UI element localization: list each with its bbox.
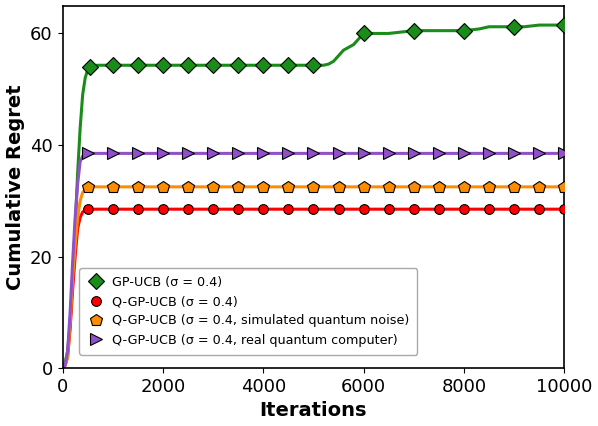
- GP-UCB (σ = 0.4): [360, 31, 367, 36]
- Q-GP-UCB (σ = 0.4, simulated quantum noise): [109, 184, 117, 190]
- GP-UCB (σ = 0.4): [410, 28, 417, 33]
- Q-GP-UCB (σ = 0.4, real quantum computer): [385, 151, 392, 156]
- GP-UCB (σ = 0.4): [184, 63, 191, 68]
- GP-UCB (σ = 0.4): [134, 63, 141, 68]
- Q-GP-UCB (σ = 0.4, simulated quantum noise): [260, 184, 267, 190]
- Q-GP-UCB (σ = 0.4, real quantum computer): [84, 151, 91, 156]
- Q-GP-UCB (σ = 0.4, simulated quantum noise): [511, 184, 518, 190]
- GP-UCB (σ = 0.4): [561, 23, 568, 28]
- Q-GP-UCB (σ = 0.4, real quantum computer): [486, 151, 493, 156]
- GP-UCB (σ = 0.4): [511, 24, 518, 29]
- GP-UCB (σ = 0.4): [460, 28, 468, 33]
- Q-GP-UCB (σ = 0.4, real quantum computer): [209, 151, 216, 156]
- Y-axis label: Cumulative Regret: Cumulative Regret: [5, 84, 25, 290]
- Q-GP-UCB (σ = 0.4, simulated quantum noise): [310, 184, 317, 190]
- Q-GP-UCB (σ = 0.4, simulated quantum noise): [435, 184, 443, 190]
- Line: GP-UCB (σ = 0.4): GP-UCB (σ = 0.4): [85, 20, 570, 72]
- Q-GP-UCB (σ = 0.4, simulated quantum noise): [209, 184, 216, 190]
- Q-GP-UCB (σ = 0.4): [335, 207, 342, 212]
- X-axis label: Iterations: Iterations: [260, 401, 367, 420]
- Q-GP-UCB (σ = 0.4, real quantum computer): [134, 151, 141, 156]
- Q-GP-UCB (σ = 0.4): [486, 207, 493, 212]
- Q-GP-UCB (σ = 0.4): [435, 207, 443, 212]
- Q-GP-UCB (σ = 0.4): [310, 207, 317, 212]
- Q-GP-UCB (σ = 0.4): [134, 207, 141, 212]
- Q-GP-UCB (σ = 0.4): [561, 207, 568, 212]
- Q-GP-UCB (σ = 0.4, real quantum computer): [536, 151, 543, 156]
- Q-GP-UCB (σ = 0.4, real quantum computer): [511, 151, 518, 156]
- Q-GP-UCB (σ = 0.4, simulated quantum noise): [84, 184, 91, 190]
- Q-GP-UCB (σ = 0.4, simulated quantum noise): [385, 184, 392, 190]
- GP-UCB (σ = 0.4): [234, 63, 242, 68]
- Q-GP-UCB (σ = 0.4, simulated quantum noise): [134, 184, 141, 190]
- Q-GP-UCB (σ = 0.4, real quantum computer): [460, 151, 468, 156]
- Q-GP-UCB (σ = 0.4, real quantum computer): [410, 151, 417, 156]
- Q-GP-UCB (σ = 0.4, real quantum computer): [109, 151, 117, 156]
- Q-GP-UCB (σ = 0.4, real quantum computer): [234, 151, 242, 156]
- Q-GP-UCB (σ = 0.4, simulated quantum noise): [335, 184, 342, 190]
- Q-GP-UCB (σ = 0.4, simulated quantum noise): [285, 184, 292, 190]
- GP-UCB (σ = 0.4): [87, 64, 94, 69]
- Q-GP-UCB (σ = 0.4, real quantum computer): [360, 151, 367, 156]
- Q-GP-UCB (σ = 0.4): [536, 207, 543, 212]
- Q-GP-UCB (σ = 0.4): [159, 207, 166, 212]
- Q-GP-UCB (σ = 0.4, simulated quantum noise): [234, 184, 242, 190]
- Q-GP-UCB (σ = 0.4, real quantum computer): [335, 151, 342, 156]
- Q-GP-UCB (σ = 0.4, simulated quantum noise): [460, 184, 468, 190]
- GP-UCB (σ = 0.4): [159, 63, 166, 68]
- Q-GP-UCB (σ = 0.4): [410, 207, 417, 212]
- Q-GP-UCB (σ = 0.4): [234, 207, 242, 212]
- Q-GP-UCB (σ = 0.4, simulated quantum noise): [184, 184, 191, 190]
- Q-GP-UCB (σ = 0.4, simulated quantum noise): [561, 184, 568, 190]
- Line: Q-GP-UCB (σ = 0.4, simulated quantum noise): Q-GP-UCB (σ = 0.4, simulated quantum noi…: [81, 181, 570, 193]
- Q-GP-UCB (σ = 0.4, simulated quantum noise): [360, 184, 367, 190]
- Q-GP-UCB (σ = 0.4, simulated quantum noise): [410, 184, 417, 190]
- Q-GP-UCB (σ = 0.4): [260, 207, 267, 212]
- Line: Q-GP-UCB (σ = 0.4, real quantum computer): Q-GP-UCB (σ = 0.4, real quantum computer…: [81, 147, 570, 160]
- Q-GP-UCB (σ = 0.4, real quantum computer): [561, 151, 568, 156]
- Q-GP-UCB (σ = 0.4, real quantum computer): [435, 151, 443, 156]
- Q-GP-UCB (σ = 0.4): [385, 207, 392, 212]
- GP-UCB (σ = 0.4): [109, 63, 117, 68]
- Q-GP-UCB (σ = 0.4, real quantum computer): [260, 151, 267, 156]
- Q-GP-UCB (σ = 0.4, real quantum computer): [310, 151, 317, 156]
- Q-GP-UCB (σ = 0.4, simulated quantum noise): [536, 184, 543, 190]
- GP-UCB (σ = 0.4): [285, 63, 292, 68]
- Q-GP-UCB (σ = 0.4, simulated quantum noise): [159, 184, 166, 190]
- Q-GP-UCB (σ = 0.4): [184, 207, 191, 212]
- Legend: GP-UCB (σ = 0.4), Q-GP-UCB (σ = 0.4), Q-GP-UCB (σ = 0.4, simulated quantum noise: GP-UCB (σ = 0.4), Q-GP-UCB (σ = 0.4), Q-…: [79, 268, 417, 354]
- Q-GP-UCB (σ = 0.4): [84, 207, 91, 212]
- Q-GP-UCB (σ = 0.4): [460, 207, 468, 212]
- Q-GP-UCB (σ = 0.4): [109, 207, 117, 212]
- GP-UCB (σ = 0.4): [260, 63, 267, 68]
- Q-GP-UCB (σ = 0.4): [285, 207, 292, 212]
- GP-UCB (σ = 0.4): [310, 63, 317, 68]
- Q-GP-UCB (σ = 0.4, real quantum computer): [159, 151, 166, 156]
- Line: Q-GP-UCB (σ = 0.4): Q-GP-UCB (σ = 0.4): [83, 204, 569, 214]
- Q-GP-UCB (σ = 0.4): [209, 207, 216, 212]
- Q-GP-UCB (σ = 0.4, simulated quantum noise): [486, 184, 493, 190]
- GP-UCB (σ = 0.4): [209, 63, 216, 68]
- Q-GP-UCB (σ = 0.4, real quantum computer): [285, 151, 292, 156]
- Q-GP-UCB (σ = 0.4): [511, 207, 518, 212]
- Q-GP-UCB (σ = 0.4): [360, 207, 367, 212]
- Q-GP-UCB (σ = 0.4, real quantum computer): [184, 151, 191, 156]
